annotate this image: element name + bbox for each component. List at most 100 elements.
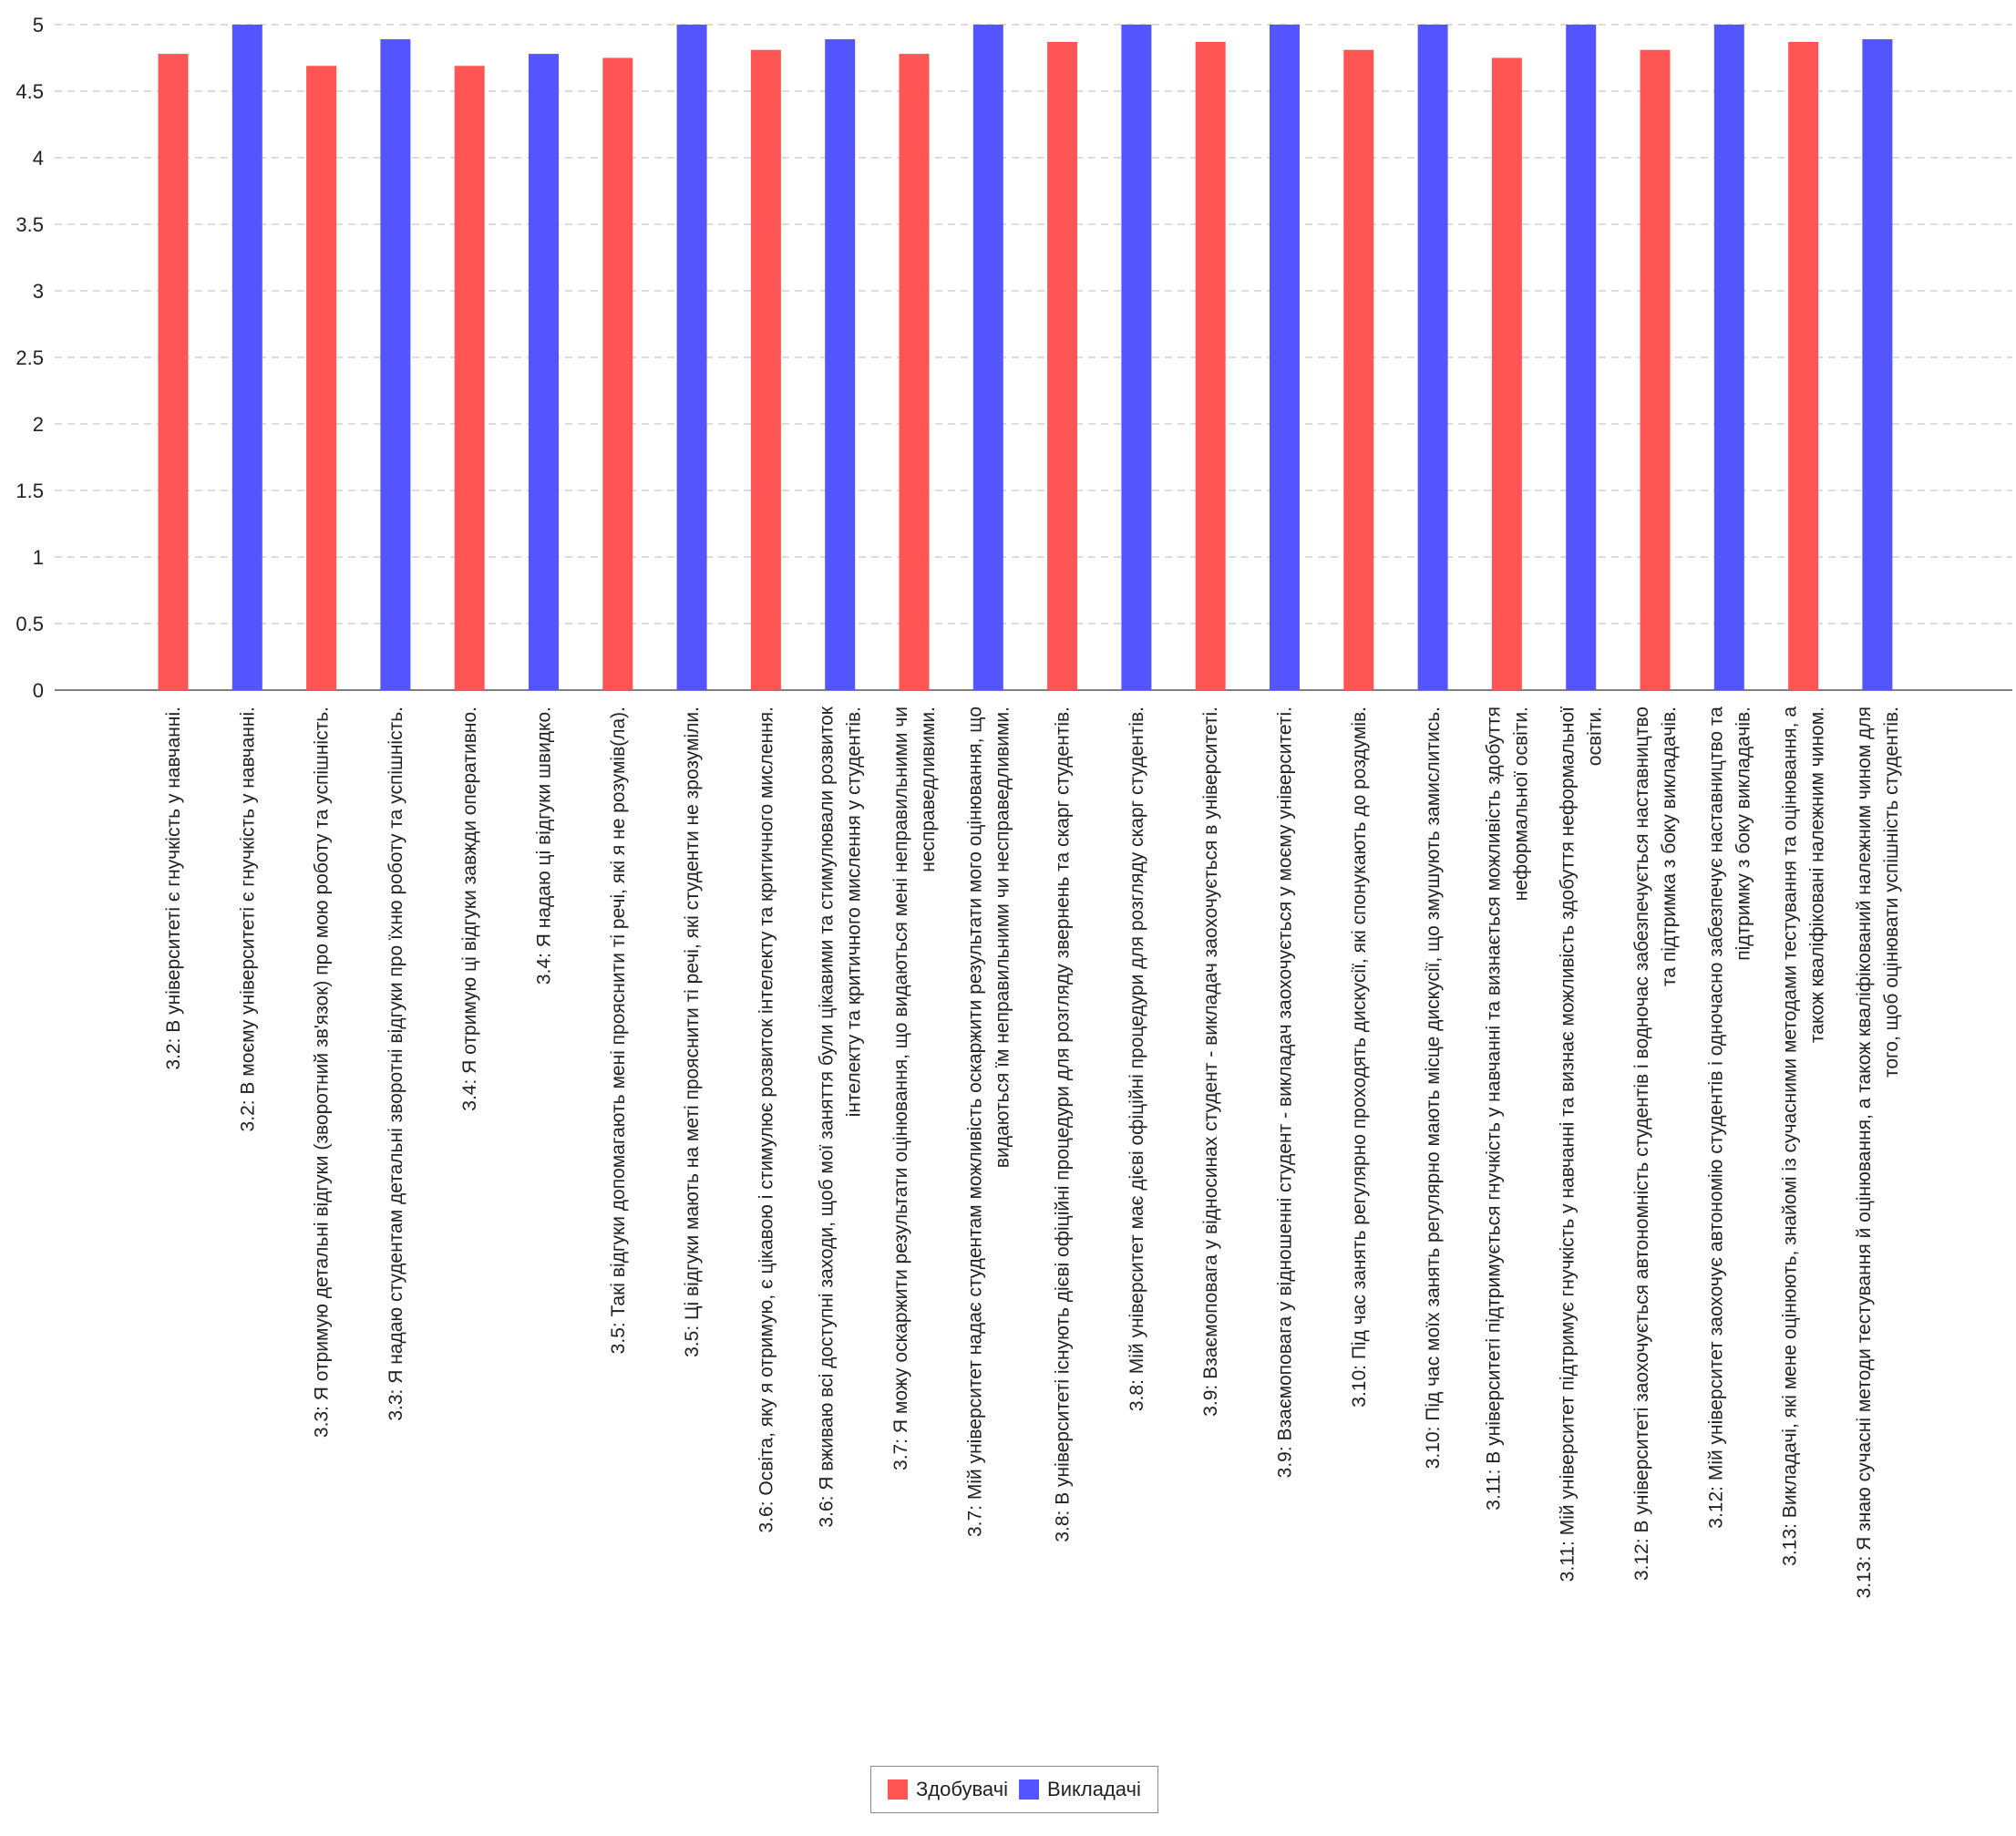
- x-tick-label-line: 3.9: Взаємоповага у відношенні студент -…: [1275, 707, 1296, 1478]
- x-tick-label: 3.4: Я надаю ці відгуки швидко.: [534, 707, 555, 985]
- x-tick-label: 3.9: Взаємоповага у відношенні студент -…: [1275, 707, 1296, 1478]
- x-tick-label-line: 3.13: Я знаю сучасні методи тестування й…: [1854, 707, 1875, 1598]
- bar-students: [454, 66, 485, 690]
- y-tick-label: 2.5: [15, 346, 44, 369]
- x-tick-label-line: 3.2: В моєму університеті є гнучкість у …: [237, 707, 258, 1131]
- bar-teachers: [1566, 25, 1597, 690]
- legend-swatch-students: [888, 1779, 908, 1800]
- x-tick-label-line: підтримку з боку викладачів.: [1733, 707, 1754, 961]
- x-tick-label: 3.8: Мій університет має дієві офіційні …: [1126, 707, 1147, 1411]
- x-tick-label: 3.12: Мій університет заохочує автономію…: [1705, 707, 1754, 1529]
- bar-teachers: [825, 39, 856, 691]
- x-tick-label-line: 3.11: Мій університет підтримує гнучкіст…: [1558, 707, 1579, 1582]
- x-tick-label-line: 3.13: Викладачі, які мене оцінюють, знай…: [1780, 707, 1801, 1566]
- x-tick-label-line: 3.8: В університеті існують дієві офіцій…: [1053, 707, 1074, 1542]
- bar-teachers: [380, 39, 411, 691]
- x-tick-label: 3.9: Взаємоповага у відносинах студент -…: [1200, 707, 1221, 1417]
- bar-teachers: [231, 25, 262, 690]
- y-tick-label: 2: [33, 413, 44, 436]
- bar-teachers: [1121, 25, 1152, 690]
- x-tick-label-line: 3.6: Я вживаю всі доступні заходи, щоб м…: [817, 706, 838, 1527]
- x-tick-label-line: 3.10: Під час занять регулярно проходять…: [1349, 707, 1370, 1408]
- x-tick-label: 3.10: Під час занять регулярно проходять…: [1349, 707, 1370, 1408]
- bar-students: [1491, 57, 1522, 690]
- y-tick-label: 1.5: [15, 480, 44, 502]
- bar-students: [1788, 41, 1819, 691]
- y-tick-label: 3.5: [15, 213, 44, 236]
- x-tick-label-line: 3.10: Під час моїх занять регулярно мают…: [1423, 707, 1444, 1469]
- x-tick-label-line: неформальної освіти.: [1510, 707, 1531, 901]
- x-tick-label-line: 3.8: Мій університет має дієві офіційні …: [1126, 707, 1147, 1411]
- bar-teachers: [1270, 25, 1300, 690]
- bar-teachers: [1862, 39, 1893, 691]
- bar-students: [602, 57, 633, 690]
- x-tick-label-line: 3.5: Ці відгуки мають на меті прояснити …: [682, 707, 703, 1357]
- bar-teachers: [972, 25, 1003, 690]
- x-tick-label: 3.6: Я вживаю всі доступні заходи, щоб м…: [817, 706, 865, 1527]
- bar-students: [1195, 41, 1226, 691]
- y-tick-label: 4.5: [15, 80, 44, 103]
- x-tick-label: 3.2: В університеті є гнучкість у навчан…: [163, 707, 184, 1070]
- x-tick-label-line: 3.4: Я отримую ці відгуки завжди операти…: [459, 707, 480, 1111]
- bar-teachers: [676, 25, 707, 690]
- x-tick-label-line: видаються їм неправильними чи несправедл…: [992, 707, 1013, 1168]
- x-tick-label: 3.3: Я надаю студентам детальні зворотні…: [386, 707, 406, 1421]
- x-tick-label: 3.5: Ці відгуки мають на меті прояснити …: [682, 707, 703, 1357]
- x-tick-label: 3.8: В університеті існують дієві офіцій…: [1053, 707, 1074, 1542]
- x-tick-label: 3.13: Я знаю сучасні методи тестування й…: [1854, 707, 1902, 1598]
- x-tick-label-line: 3.3: Я надаю студентам детальні зворотні…: [386, 707, 406, 1421]
- x-tick-label-line: 3.5: Такі відгуки допомагають мені прояс…: [608, 707, 629, 1354]
- x-tick-label-line: 3.6: Освіта, яку я отримую, є цікавою і …: [756, 707, 777, 1532]
- x-tick-label: 3.12: В університеті заохочується автоно…: [1631, 707, 1680, 1581]
- bar-teachers: [529, 54, 559, 691]
- bar-students: [1047, 41, 1078, 691]
- y-tick-label: 0: [33, 679, 44, 702]
- bar-students: [158, 54, 189, 691]
- bar-students: [1343, 49, 1374, 691]
- x-tick-label-line: 3.11: В університеті підтримується гнучк…: [1483, 707, 1504, 1511]
- bar-students: [750, 49, 781, 691]
- x-tick-label: 3.2: В моєму університеті є гнучкість у …: [237, 707, 258, 1131]
- x-tick-label: 3.13: Викладачі, які мене оцінюють, знай…: [1780, 707, 1828, 1566]
- x-tick-label: 3.11: В університеті підтримується гнучк…: [1483, 707, 1531, 1511]
- x-tick-label: 3.5: Такі відгуки допомагають мені прояс…: [608, 707, 629, 1354]
- bar-students: [306, 66, 337, 690]
- x-tick-label: 3.3: Я отримую детальні відгуки (зворотн…: [312, 707, 333, 1438]
- x-tick-label-line: несправедливими.: [918, 707, 939, 872]
- x-tick-label: 3.11: Мій університет підтримує гнучкіст…: [1558, 707, 1606, 1582]
- bar-teachers: [1417, 25, 1448, 690]
- bar-students: [1640, 49, 1671, 691]
- y-tick-label: 1: [33, 546, 44, 569]
- x-tick-label-line: 3.12: Мій університет заохочує автономію…: [1705, 707, 1726, 1529]
- legend-label-students: Здобувачі: [916, 1778, 1009, 1800]
- x-tick-label-line: та підтримка з боку викладачів.: [1659, 707, 1680, 986]
- x-tick-label: 3.7: Мій університет надає студентам мож…: [964, 707, 1013, 1537]
- x-tick-label-line: інтелекту та критичного мислення у студе…: [844, 707, 865, 1117]
- x-tick-label-line: 3.4: Я надаю ці відгуки швидко.: [534, 707, 555, 985]
- y-tick-label: 3: [33, 280, 44, 303]
- x-tick-label-line: 3.12: В університеті заохочується автоно…: [1631, 707, 1652, 1581]
- legend-swatch-teachers: [1019, 1779, 1040, 1800]
- bar-students: [899, 54, 930, 691]
- x-tick-label-line: 3.7: Мій університет надає студентам мож…: [964, 707, 985, 1537]
- x-tick-label: 3.7: Я можу оскаржити результати оцінюва…: [890, 707, 939, 1470]
- legend-item-students: Здобувачі: [888, 1778, 1008, 1801]
- x-tick-label: 3.6: Освіта, яку я отримую, є цікавою і …: [756, 707, 777, 1532]
- x-tick-label: 3.4: Я отримую ці відгуки завжди операти…: [459, 707, 480, 1111]
- legend: Здобувачі Викладачі: [870, 1766, 1158, 1813]
- x-tick-label-line: 3.9: Взаємоповага у відносинах студент -…: [1200, 707, 1221, 1417]
- x-tick-label-line: також кваліфіковані належним чином.: [1807, 707, 1828, 1043]
- y-tick-label: 0.5: [15, 613, 44, 635]
- x-tick-label: 3.10: Під час моїх занять регулярно мают…: [1423, 707, 1444, 1469]
- x-tick-label-line: 3.2: В університеті є гнучкість у навчан…: [163, 707, 184, 1070]
- y-tick-label: 4: [33, 147, 44, 170]
- bar-teachers: [1713, 25, 1744, 690]
- x-tick-label-line: того, щоб оцінювати успішність студентів…: [1881, 707, 1902, 1078]
- legend-label-teachers: Викладачі: [1047, 1778, 1141, 1800]
- x-tick-label-line: 3.7: Я можу оскаржити результати оцінюва…: [890, 707, 911, 1470]
- x-tick-label-line: 3.3: Я отримую детальні відгуки (зворотн…: [312, 707, 333, 1438]
- x-tick-label-line: освіти.: [1585, 707, 1606, 766]
- y-tick-label: 5: [33, 14, 44, 36]
